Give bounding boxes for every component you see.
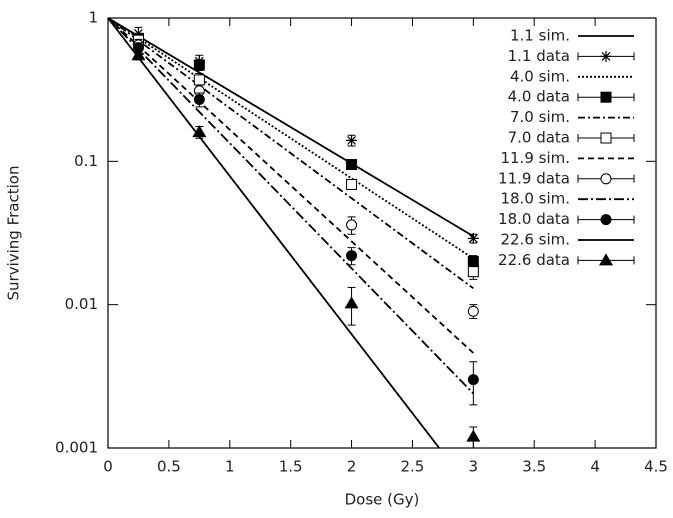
legend-label: 1.1 data (508, 47, 570, 65)
marker (346, 219, 358, 231)
marker (467, 305, 479, 317)
marker (346, 250, 358, 262)
sim-line (108, 18, 474, 395)
legend-label: 22.6 data (498, 251, 570, 269)
legend-marker (600, 91, 612, 103)
x-tick-label: 4 (590, 458, 600, 476)
x-axis-label: Dose (Gy) (345, 491, 420, 509)
sim-line (108, 18, 474, 354)
x-tick-label: 1.5 (279, 458, 303, 476)
legend-marker (600, 214, 612, 226)
x-tick-label: 2.5 (401, 458, 425, 476)
legend-label: 7.0 sim. (510, 108, 570, 126)
legend-label: 18.0 data (498, 210, 570, 228)
plot-frame (107, 17, 657, 449)
x-tick-label: 3 (469, 458, 479, 476)
legend-marker (599, 253, 613, 266)
legend-label: 11.9 data (498, 169, 570, 187)
marker (193, 74, 205, 86)
legend-label: 18.0 sim. (500, 190, 570, 208)
marker (467, 374, 479, 386)
marker (193, 59, 205, 71)
y-tick-label: 0.001 (55, 439, 98, 457)
sim-line (108, 18, 474, 238)
marker (346, 134, 358, 146)
legend-label: 22.6 sim. (500, 231, 570, 249)
y-tick-label: 1 (88, 9, 98, 27)
marker (131, 48, 146, 61)
marker (346, 159, 358, 171)
marker (467, 266, 479, 278)
marker (466, 429, 481, 442)
legend-label: 1.1 sim. (510, 27, 570, 45)
legend-marker (600, 132, 612, 144)
legend-marker (600, 50, 612, 62)
legend-label: 11.9 sim. (500, 149, 570, 167)
x-tick-label: 3.5 (522, 458, 546, 476)
x-tick-label: 0 (103, 458, 113, 476)
legend-label: 4.0 sim. (510, 67, 570, 85)
marker (193, 94, 205, 106)
x-tick-label: 4.5 (644, 458, 668, 476)
legend-label: 4.0 data (508, 88, 570, 106)
y-tick-label: 0.01 (65, 295, 98, 313)
y-tick-label: 0.1 (74, 152, 98, 170)
legend-label: 7.0 data (508, 129, 570, 147)
marker (344, 296, 359, 309)
y-axis-label: Surviving Fraction (5, 166, 23, 301)
sim-line (108, 18, 474, 260)
marker (346, 178, 358, 190)
legend-marker (600, 173, 612, 185)
x-tick-label: 2 (347, 458, 357, 476)
x-tick-label: 0.5 (157, 458, 181, 476)
plot-area (108, 18, 481, 448)
sim-line (108, 18, 440, 448)
x-tick-label: 1 (225, 458, 235, 476)
marker (467, 232, 479, 244)
sim-line (108, 18, 474, 290)
marker (192, 125, 207, 138)
